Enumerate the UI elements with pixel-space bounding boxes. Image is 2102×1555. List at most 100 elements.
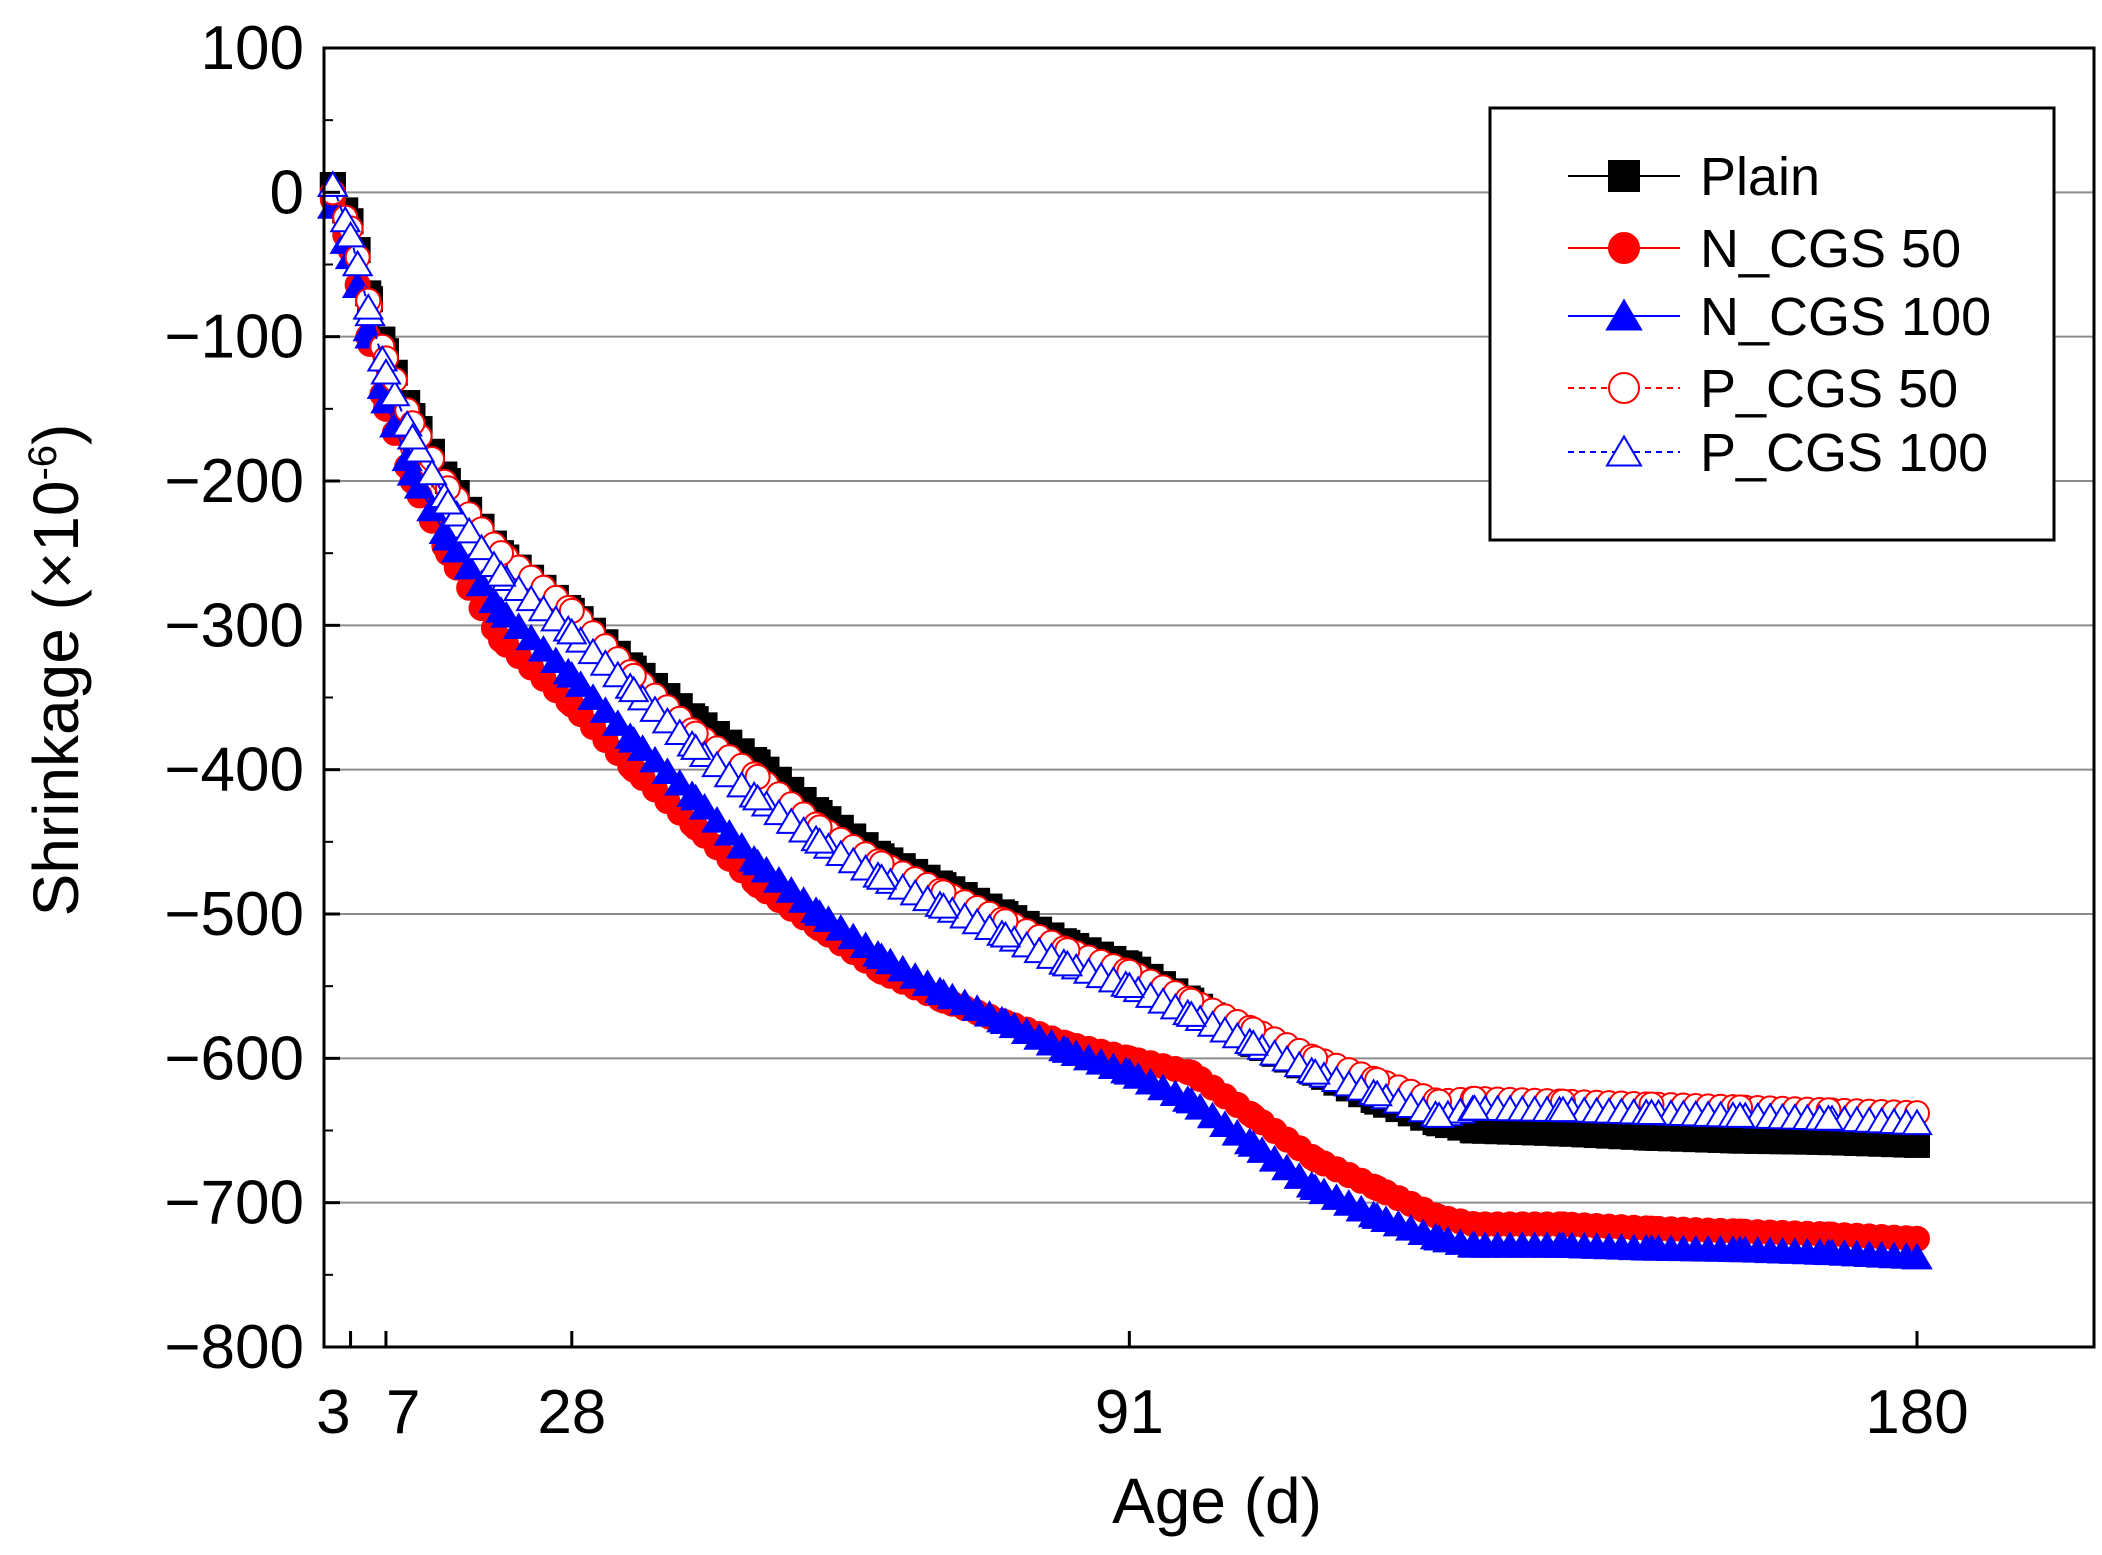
data-point: [1724, 1101, 1756, 1128]
legend-label: P_CGS 100: [1700, 423, 1988, 483]
data-marker: [639, 745, 671, 773]
y-axis-title-close: ): [20, 424, 92, 445]
legend-marker: [1605, 298, 1643, 331]
data-marker: [713, 819, 746, 846]
data-point: [803, 899, 836, 926]
x-tick-label: 180: [1865, 1378, 1968, 1447]
data-point: [1901, 1242, 1933, 1270]
legend-entry: P_CGS 100: [1568, 423, 1988, 483]
data-point: [617, 675, 650, 703]
y-tick-label: 100: [201, 14, 304, 83]
data-marker: [453, 516, 485, 544]
data-point: [1113, 1058, 1146, 1085]
data-point: [396, 422, 429, 450]
y-tick-label: −800: [164, 1313, 304, 1382]
data-point: [1638, 1124, 1665, 1151]
data-marker: [664, 718, 696, 745]
data-point: [1178, 1059, 1205, 1086]
x-tick-label: 28: [537, 1378, 606, 1447]
data-point: [556, 661, 588, 688]
data-point: [989, 1007, 1022, 1035]
legend-marker: [1608, 372, 1640, 404]
data-marker: [664, 768, 696, 796]
y-tick-label: 0: [270, 158, 304, 227]
data-point: [334, 220, 367, 248]
data-point: [352, 293, 385, 320]
data-marker: [651, 757, 684, 784]
data-point: [741, 783, 774, 811]
data-point: [1815, 1129, 1842, 1156]
grid-lines: [324, 191, 2094, 1204]
legend-box: [1488, 106, 2056, 542]
data-marker: [502, 612, 535, 639]
y-tick-label: −100: [164, 303, 304, 372]
data-marker: [577, 683, 609, 710]
legend-label: Plain: [1700, 147, 1820, 207]
y-tick-label: −400: [164, 736, 304, 805]
x-tick-label: 3: [316, 1378, 350, 1447]
data-marker: [540, 646, 572, 674]
data-marker: [403, 472, 436, 499]
data-point: [1547, 1095, 1579, 1123]
data-point: [989, 920, 1022, 948]
legend-entry: N_CGS 100: [1568, 287, 1991, 347]
series-n-cgs-100: [317, 192, 1933, 1270]
data-point: [1635, 1234, 1668, 1261]
data-point: [927, 892, 960, 919]
data-point: [556, 617, 588, 645]
data-point: [1113, 971, 1146, 998]
y-tick-label: −500: [164, 880, 304, 949]
data-point: [1547, 1231, 1579, 1258]
data-point: [1237, 1029, 1270, 1056]
y-axis-title: Shrinkage (×10-6): [20, 424, 92, 917]
legend-entry: Plain: [1568, 147, 1820, 207]
legend: Plain N_CGS 50 N_CGS 100 P_CGS 50P_CGS 100: [1488, 106, 2056, 542]
legend-label: N_CGS 50: [1700, 219, 1961, 279]
x-axis-title: Age (d): [1112, 1465, 1322, 1537]
data-point: [1051, 1036, 1084, 1063]
data-point: [1299, 1058, 1331, 1085]
y-tick-label: −300: [164, 591, 304, 660]
data-point: [1458, 1231, 1491, 1258]
legend-label: P_CGS 50: [1700, 359, 1958, 419]
data-marker: [416, 458, 448, 486]
data-point: [1458, 1094, 1491, 1121]
data-point: [1423, 1101, 1455, 1128]
series-p-cgs-100: [317, 170, 1933, 1136]
x-tick-label: 91: [1095, 1378, 1164, 1447]
data-point: [432, 487, 464, 515]
data-point: [1361, 1202, 1393, 1229]
data-point: [1361, 1079, 1393, 1107]
legend-marker: [1608, 160, 1640, 192]
series-layer: [317, 170, 1933, 1270]
data-point: [396, 459, 429, 486]
data-point: [485, 596, 517, 623]
data-point: [865, 863, 898, 890]
data-marker: [589, 696, 622, 723]
data-point: [1812, 1104, 1845, 1131]
legend-entry: N_CGS 50: [1568, 219, 1961, 279]
data-point: [1237, 1130, 1270, 1157]
data-point: [679, 733, 712, 760]
data-point: [617, 726, 650, 753]
data-marker: [379, 379, 411, 407]
y-tick-label: −600: [164, 1024, 304, 1093]
data-marker: [465, 533, 498, 561]
data-marker: [453, 552, 485, 580]
data-point: [803, 827, 836, 854]
legend-marker: [1608, 232, 1640, 264]
data-marker: [602, 660, 634, 688]
data-point: [1423, 1223, 1455, 1251]
data-point: [1724, 1235, 1756, 1263]
data-marker: [527, 635, 560, 662]
data-point: [1904, 1131, 1930, 1158]
y-tick-label: −700: [164, 1169, 304, 1238]
data-point: [1901, 1108, 1933, 1136]
y-axis: 100 0 −100 −200 −300 −400 −500 −600 −700 −800: [164, 14, 340, 1382]
y-tick-label: −200: [164, 447, 304, 516]
data-marker: [589, 649, 622, 676]
data-marker: [515, 623, 547, 651]
data-point: [370, 357, 402, 385]
data-marker: [341, 249, 374, 277]
data-point: [1364, 1175, 1391, 1202]
